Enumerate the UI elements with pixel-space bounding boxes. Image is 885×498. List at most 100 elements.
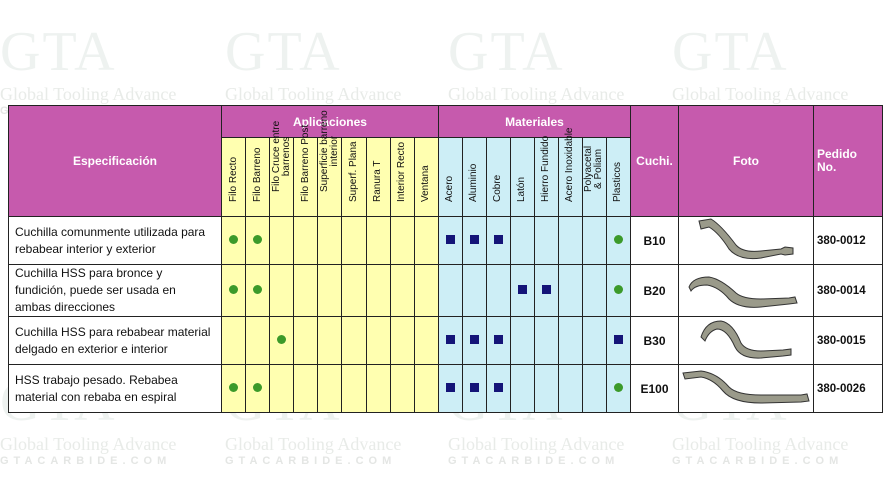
application-cell [317,216,343,265]
material-cell [461,264,487,317]
application-cell [317,264,343,317]
app-col-header: Interior Recto [389,137,415,217]
application-cell [220,216,247,265]
material-cell [605,316,632,365]
watermark-name: Global Tooling Advance [225,434,402,454]
material-col-header: Aluminio [461,137,487,217]
material-col-label: Polyacetal & Poliam [583,145,605,192]
order-number: 380-0026 [813,364,883,413]
app-col-label: Superf. Plana [348,141,360,202]
square-marker-icon [469,382,479,392]
material-cell [557,316,583,365]
application-cell [413,216,439,265]
application-cell [317,364,343,413]
application-cell [220,316,247,365]
square-marker-icon [613,334,623,344]
circle-marker-icon [277,334,287,344]
square-marker-icon [541,284,551,294]
app-col-header: Filo Recto [220,137,247,217]
header-materiales: Materiales [437,105,632,138]
material-cell [461,216,487,265]
app-col-header: Ventana [413,137,439,217]
blade-e100-image [682,370,810,404]
blade-b10-image [698,218,794,260]
specification-text: HSS trabajo pesado. Rebabea material con… [8,364,222,413]
material-col-label: Aluminio [468,163,480,202]
material-cell [533,264,559,317]
material-cell [485,364,511,413]
watermark-name: Global Tooling Advance [0,84,177,104]
specification-text: Cuchilla HSS para rebabear material delg… [8,316,222,365]
application-cell [365,264,391,317]
material-cell [509,264,535,317]
circle-marker-icon [229,382,239,392]
material-col-header: Hierro Fundido [533,136,559,217]
material-cell [437,216,463,265]
circle-marker-icon [253,382,263,392]
application-cell [293,316,319,365]
material-cell [557,364,583,413]
app-col-label: Ventana [420,165,432,202]
order-number: 380-0012 [813,216,883,265]
watermark-site: GTACARBIDE.COM [225,455,397,467]
square-marker-icon [445,382,455,392]
material-cell [533,316,559,365]
application-cell [365,216,391,265]
material-cell [485,316,511,365]
material-col-label: Cobre [492,174,504,202]
application-cell [293,264,319,317]
blade-photo [678,316,814,365]
app-col-label: Filo Recto [227,156,239,202]
material-cell [461,364,487,413]
deburring-blade-table: Especificación Aplicaciones Materiales C… [8,105,883,413]
material-col-header: Cobre [485,137,511,217]
app-col-label: Superficie barreno interior [318,110,340,192]
square-marker-icon [493,382,503,392]
material-cell [485,264,511,317]
application-cell [293,364,319,413]
application-cell [413,364,439,413]
application-cell [269,264,295,317]
material-cell [581,316,607,365]
material-col-label: Acero [444,175,456,202]
watermark-brand: GTA [0,21,117,83]
circle-marker-icon [229,284,239,294]
application-cell [245,364,271,413]
material-cell [581,216,607,265]
material-cell [557,216,583,265]
application-cell [220,364,247,413]
blade-b30-image [700,320,792,359]
application-cell [365,364,391,413]
header-foto: Foto [678,105,814,217]
material-col-header: Latón [509,137,535,217]
blade-code: B10 [630,216,679,265]
application-cell [389,364,415,413]
application-cell [389,216,415,265]
blade-row: HSS trabajo pesado. Rebabea material con… [8,364,883,413]
application-cell [269,216,295,265]
material-cell [485,216,511,265]
watermark-brand: GTA [672,21,789,83]
square-marker-icon [469,234,479,244]
watermark-name: Global Tooling Advance [672,434,849,454]
circle-marker-icon [613,234,623,244]
circle-marker-icon [253,284,263,294]
application-cell [413,264,439,317]
specification-text: Cuchilla HSS para bronce y fundición, pu… [8,264,222,317]
application-cell [269,316,295,365]
blade-photo [678,216,814,265]
header-pedido: Pedido No. [813,105,883,217]
material-cell [437,264,463,317]
square-marker-icon [445,234,455,244]
app-col-label: Filo Cruce entre barrenos [270,120,292,192]
application-cell [293,216,319,265]
watermark-name: Global Tooling Advance [0,434,177,454]
material-cell [533,216,559,265]
circle-marker-icon [229,234,239,244]
application-cell [341,264,367,317]
watermark-name: Global Tooling Advance [225,84,402,104]
app-col-label: Filo Barreno [251,147,263,202]
